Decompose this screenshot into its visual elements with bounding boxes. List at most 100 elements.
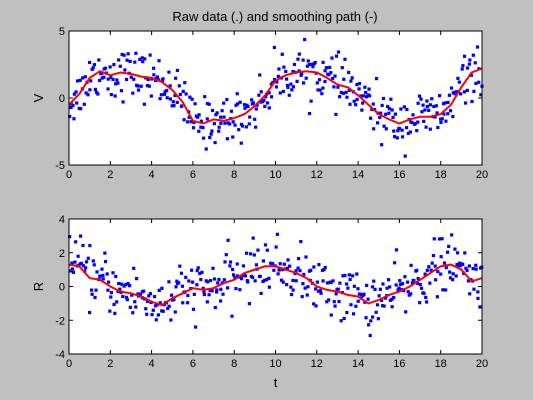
raw-point	[341, 91, 345, 95]
raw-point	[339, 90, 343, 95]
raw-point	[349, 303, 353, 307]
raw-point	[393, 261, 397, 265]
raw-point	[197, 129, 201, 133]
raw-point	[428, 103, 432, 107]
raw-point	[351, 274, 355, 278]
raw-point	[228, 260, 233, 264]
raw-point	[138, 292, 143, 296]
raw-point	[142, 102, 146, 106]
raw-point	[286, 258, 290, 262]
raw-point	[415, 268, 419, 272]
raw-point	[446, 112, 450, 116]
x-axis-label: t	[274, 375, 278, 390]
raw-point	[109, 92, 113, 97]
chart-title: Raw data (.) and smoothing path (-)	[172, 9, 377, 24]
raw-point	[144, 307, 148, 311]
raw-point	[205, 117, 209, 121]
raw-point	[397, 286, 401, 290]
raw-point	[396, 288, 400, 292]
raw-point	[419, 97, 423, 101]
raw-point	[323, 265, 327, 270]
raw-point	[297, 52, 301, 56]
raw-point	[136, 292, 140, 296]
raw-point	[347, 273, 351, 277]
raw-point	[253, 279, 257, 283]
raw-point	[456, 76, 460, 80]
raw-point	[422, 291, 426, 296]
raw-point	[345, 282, 349, 286]
raw-point	[239, 122, 244, 126]
raw-point	[219, 115, 223, 119]
raw-point	[337, 299, 341, 304]
raw-point	[318, 288, 322, 293]
raw-point	[229, 109, 234, 113]
raw-point	[320, 268, 325, 272]
raw-point	[262, 98, 266, 103]
raw-point	[188, 95, 192, 99]
raw-point	[157, 59, 161, 63]
plot-area	[69, 31, 482, 165]
raw-point	[461, 262, 465, 266]
raw-point	[367, 323, 371, 327]
raw-point	[238, 100, 242, 104]
raw-point	[447, 93, 452, 97]
raw-point	[213, 140, 217, 145]
raw-point	[410, 281, 415, 285]
raw-point	[406, 280, 410, 284]
raw-point	[191, 307, 196, 311]
raw-point	[416, 276, 420, 281]
raw-point	[307, 111, 312, 116]
raw-point	[116, 81, 120, 85]
raw-point	[418, 301, 422, 305]
raw-point	[294, 269, 298, 273]
raw-point	[70, 261, 74, 265]
raw-point	[170, 293, 174, 297]
raw-point	[442, 112, 446, 116]
raw-point	[338, 281, 342, 285]
raw-point	[68, 269, 72, 273]
raw-point	[170, 104, 174, 108]
raw-point	[355, 97, 359, 102]
raw-point	[159, 93, 164, 97]
raw-point	[474, 263, 478, 267]
raw-point	[433, 115, 437, 119]
raw-point	[332, 300, 336, 304]
raw-point	[75, 101, 79, 105]
raw-point	[451, 272, 455, 276]
raw-point	[140, 56, 144, 60]
raw-point	[190, 97, 194, 101]
raw-point	[150, 313, 154, 317]
raw-point	[158, 97, 162, 101]
raw-point	[265, 277, 269, 282]
raw-point	[368, 333, 372, 338]
raw-point	[387, 111, 391, 115]
raw-point	[395, 136, 399, 140]
raw-point	[345, 310, 349, 315]
raw-point	[461, 64, 465, 68]
raw-point	[284, 69, 288, 74]
raw-point	[244, 125, 248, 129]
raw-point	[440, 237, 444, 241]
raw-point	[333, 74, 337, 78]
raw-point	[306, 285, 310, 289]
raw-point	[173, 93, 177, 98]
raw-point	[133, 300, 137, 304]
raw-point	[191, 126, 196, 130]
raw-point	[432, 237, 436, 241]
raw-point	[222, 278, 226, 282]
raw-point	[329, 280, 333, 285]
raw-point	[341, 274, 345, 278]
raw-point	[473, 61, 477, 65]
raw-point	[235, 92, 239, 96]
raw-point	[393, 135, 397, 139]
raw-point	[417, 94, 422, 98]
raw-point	[394, 283, 398, 287]
raw-point	[345, 95, 349, 99]
raw-point	[138, 57, 142, 62]
raw-point	[354, 103, 358, 107]
raw-point	[469, 73, 473, 77]
raw-point	[98, 275, 102, 279]
raw-point	[406, 131, 410, 136]
raw-point	[238, 288, 242, 292]
raw-point	[472, 89, 476, 93]
